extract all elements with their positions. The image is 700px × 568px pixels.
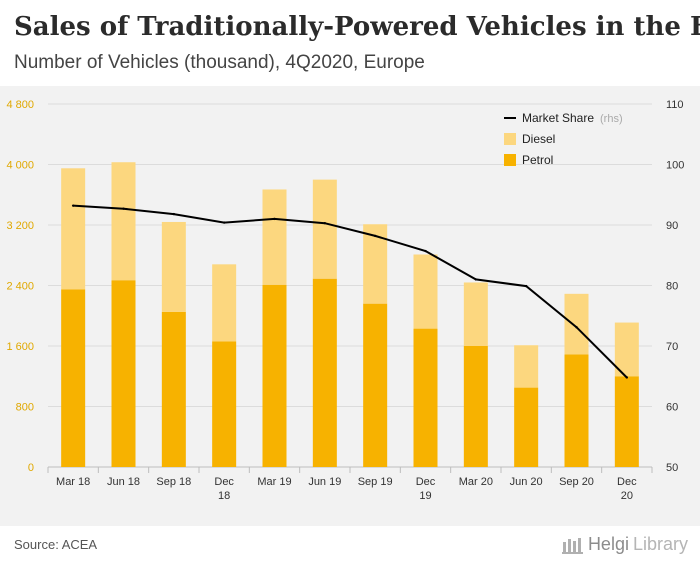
bar-diesel	[262, 189, 287, 285]
library-icon	[561, 537, 583, 554]
bar-petrol	[312, 278, 337, 467]
x-tick-label: 18	[218, 490, 230, 502]
brand-helgi-text: Helgi	[587, 534, 629, 554]
point-market-share	[71, 204, 75, 207]
legend-label-rhs: (rhs)	[600, 113, 623, 125]
y-left-tick-label: 3 200	[6, 220, 34, 232]
y-left-tick-label: 800	[16, 402, 34, 414]
bar-petrol	[161, 311, 186, 467]
x-tick-label: Sep 20	[559, 476, 594, 488]
bar-diesel	[514, 345, 539, 388]
y-right-tick-label: 50	[666, 462, 678, 474]
bar-petrol	[262, 284, 287, 467]
chart-header: Sales of Traditionally-Powered Vehicles …	[0, 0, 700, 86]
bar-diesel	[312, 179, 337, 279]
line-market-share	[73, 204, 628, 379]
point-market-share	[122, 207, 125, 210]
x-tick-label: Dec	[416, 476, 436, 488]
y-left-tick-label: 1 600	[6, 341, 34, 353]
point-market-share	[625, 376, 629, 379]
bar-petrol	[111, 280, 136, 467]
y-left-tick-label: 2 400	[6, 281, 34, 293]
x-tick-label: Mar 20	[459, 476, 493, 488]
point-market-share	[373, 234, 377, 238]
legend-label-petrol: Petrol	[522, 153, 553, 167]
point-market-share	[273, 217, 276, 221]
bar-petrol	[212, 341, 237, 467]
bar-diesel	[614, 322, 639, 377]
bar-diesel	[212, 264, 237, 342]
x-tick-label: Dec	[214, 476, 234, 488]
bar-petrol	[413, 328, 438, 467]
point-market-share	[222, 221, 226, 224]
y-right-tick-label: 90	[666, 220, 678, 232]
y-left-tick-label: 0	[28, 462, 34, 474]
bar-petrol	[61, 289, 86, 467]
y-right-tick-label: 60	[666, 402, 678, 414]
x-tick-label: Jun 19	[308, 476, 341, 488]
point-market-share	[424, 249, 427, 253]
x-tick-label: 19	[419, 490, 431, 502]
y-right-tick-label: 70	[666, 341, 678, 353]
y-left-tick-label: 4 800	[6, 99, 34, 111]
y-right-tick-label: 80	[666, 281, 678, 293]
bar-diesel	[61, 168, 86, 290]
y-right-tick-label: 100	[666, 160, 684, 172]
source-note: Source: ACEA	[14, 537, 98, 552]
helgi-library-logo: Helgi Library	[561, 534, 688, 555]
bar-diesel	[564, 293, 589, 355]
bar-petrol	[463, 346, 488, 467]
point-market-share	[575, 326, 578, 329]
y-right-tick-label: 110	[666, 99, 684, 111]
bar-diesel	[161, 221, 186, 312]
stacked-bar-line-chart: 0 800 1 600 2 400 3 200 4 000 4 800 50 60 70 80 90 1…	[6, 99, 684, 502]
y-left-tick-label: 4 000	[6, 160, 34, 172]
point-market-share	[474, 278, 478, 281]
bar-petrol	[514, 387, 539, 467]
chart-title: Sales of Traditionally-Powered Vehicles …	[14, 12, 700, 42]
x-tick-label: Dec	[617, 476, 637, 488]
legend-label-diesel: Diesel	[522, 132, 555, 146]
x-tick-label: Jun 20	[510, 476, 543, 488]
x-tick-label: Mar 19	[257, 476, 291, 488]
bar-diesel	[463, 282, 488, 346]
bar-diesel	[111, 162, 136, 281]
x-tick-label: Mar 18	[56, 476, 90, 488]
bar-diesel	[413, 254, 438, 329]
legend-swatch-diesel	[504, 133, 516, 145]
bar-petrol	[614, 376, 639, 467]
bar-petrol	[564, 354, 589, 467]
point-market-share	[323, 221, 327, 225]
x-tick-label: Sep 19	[358, 476, 393, 488]
legend-label-market-share: Market Share	[522, 111, 594, 125]
x-tick-label: Sep 18	[156, 476, 191, 488]
legend-swatch-petrol	[504, 154, 516, 166]
chart-subtitle: Number of Vehicles (thousand), 4Q2020, E…	[14, 52, 425, 73]
x-tick-label: 20	[621, 490, 633, 502]
brand-library-text: Library	[632, 534, 688, 554]
point-market-share	[524, 284, 528, 288]
point-market-share	[172, 212, 176, 216]
bar-petrol	[363, 303, 388, 467]
x-tick-label: Jun 18	[107, 476, 140, 488]
